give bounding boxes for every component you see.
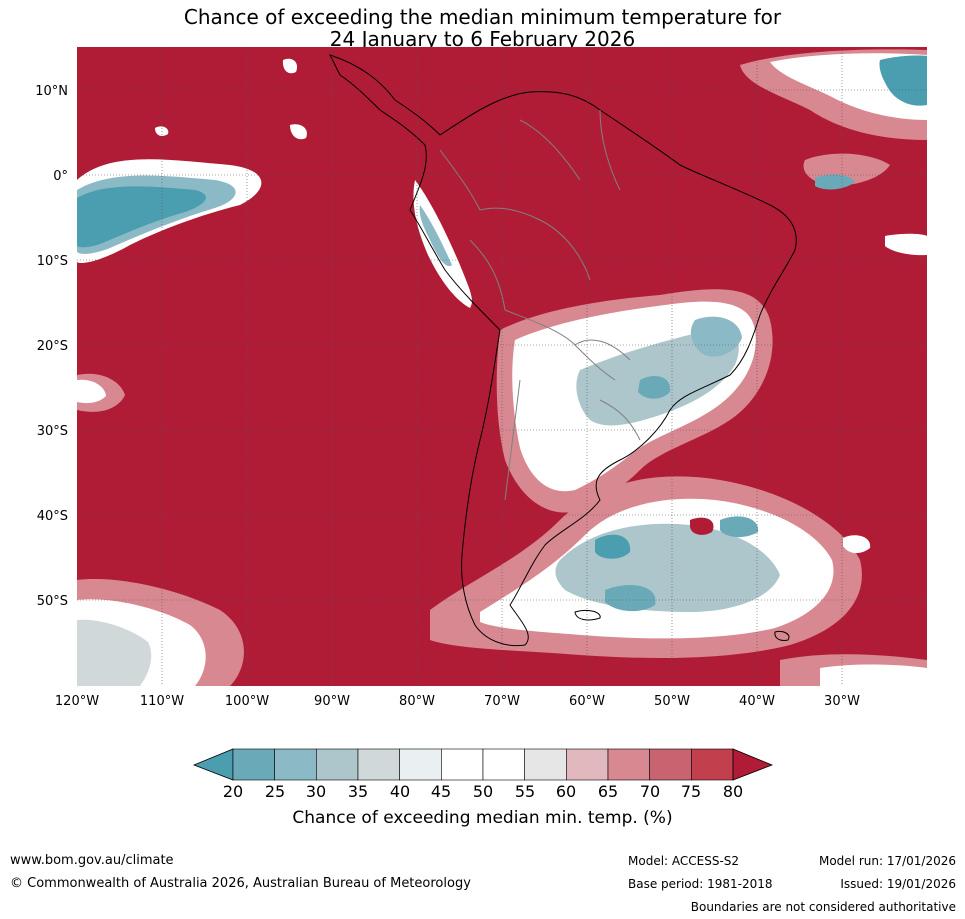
lon-label: 30°W [824, 694, 860, 709]
colorbar-title: Chance of exceeding median min. temp. (%… [292, 808, 673, 828]
colorbar-tick-label: 75 [680, 782, 702, 801]
longitude-labels: 120°W 110°W 100°W 90°W 80°W 70°W 60°W 50… [55, 694, 860, 709]
lat-label: 10°S [37, 254, 68, 269]
colorbar-segment [607, 748, 650, 781]
colorbar-segment [566, 748, 609, 781]
lon-label: 60°W [569, 694, 605, 709]
lat-label: 10°N [35, 84, 68, 99]
colorbar-segment [649, 748, 692, 781]
colorbar-segment [232, 748, 275, 781]
lon-label: 50°W [654, 694, 690, 709]
colorbar-tick-label: 65 [597, 782, 619, 801]
colorbar-segment [482, 748, 525, 781]
colorbar-tick-label: 60 [555, 782, 577, 801]
issued-date: Issued: 19/01/2026 [840, 877, 956, 891]
colorbar-segment [357, 748, 400, 781]
lon-label: 90°W [314, 694, 350, 709]
colorbar-segment [399, 748, 442, 781]
lat-label: 50°S [37, 594, 68, 609]
base-period: Base period: 1981-2018 [628, 877, 773, 891]
colorbar-tick-label: 35 [347, 782, 369, 801]
lon-label: 40°W [739, 694, 775, 709]
colorbar-tick-label: 45 [430, 782, 452, 801]
lat-label: 20°S [37, 339, 68, 354]
lon-label: 120°W [55, 694, 99, 709]
model-run-date: Model run: 17/01/2026 [818, 854, 956, 868]
lat-label: 30°S [37, 424, 68, 439]
lon-label: 100°W [225, 694, 269, 709]
latitude-labels: 10°N 0° 10°S 20°S 30°S 40°S 50°S [35, 84, 68, 609]
colorbar-tick-label: 20 [222, 782, 244, 801]
website-link[interactable]: www.bom.gov.au/climate [10, 853, 174, 868]
colorbar-segment [524, 748, 567, 781]
colorbar-segment [691, 748, 734, 781]
country-borders [439, 109, 641, 501]
colorbar-tick-label: 70 [639, 782, 661, 801]
probability-contours [77, 49, 927, 686]
colorbar-tick-label: 55 [514, 782, 536, 801]
lon-label: 70°W [484, 694, 520, 709]
colorbar-segment [316, 748, 359, 781]
colorbar-tick-label: 80 [722, 782, 744, 801]
lon-label: 80°W [399, 694, 435, 709]
colorbar-segment [274, 748, 317, 781]
colorbar-tick-label: 25 [264, 782, 286, 801]
map-gridlines [77, 47, 927, 686]
colorbar-segment [441, 748, 484, 781]
copyright-text: © Commonwealth of Australia 2026, Austra… [10, 876, 471, 891]
colorbar-tick-label: 40 [389, 782, 411, 801]
boundaries-disclaimer: Boundaries are not considered authoritat… [690, 900, 956, 914]
colorbar-arrow-low [192, 748, 234, 781]
map-title-line1: Chance of exceeding the median minimum t… [183, 5, 782, 29]
lat-label: 40°S [37, 509, 68, 524]
colorbar [192, 748, 774, 781]
colorbar-arrow-high [732, 748, 774, 781]
colorbar-tick-label: 30 [305, 782, 327, 801]
colorbar-tick-label: 50 [472, 782, 494, 801]
lon-label: 110°W [140, 694, 184, 709]
model-name: Model: ACCESS-S2 [628, 854, 740, 868]
map-title-line2: 24 January to 6 February 2026 [329, 27, 636, 51]
coastlines [329, 54, 797, 647]
lat-label: 0° [53, 169, 68, 184]
